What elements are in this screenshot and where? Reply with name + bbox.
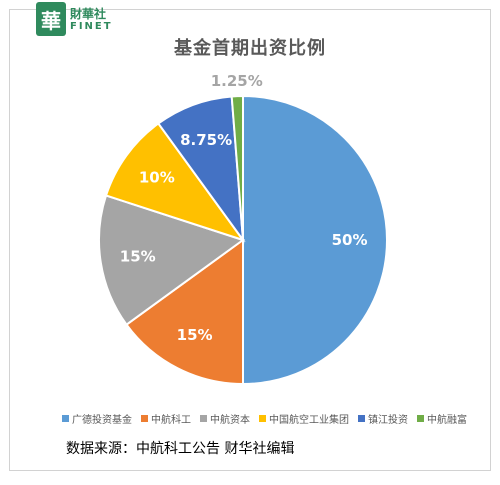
slice-label-3: 15% (120, 248, 156, 266)
legend-label-2: 中航科工 (151, 415, 191, 426)
chart-legend: 广德投资基金 中航科工 中航资本 中国航空工业集团 镇江投资 中航融富 (62, 411, 467, 426)
legend-swatch-6 (417, 415, 424, 422)
legend-label-3: 中航资本 (210, 415, 250, 426)
slice-label-5: 8.75% (180, 131, 232, 149)
slice-label-6: 1.25% (211, 72, 263, 90)
logo-name-en: FINET (70, 21, 113, 32)
legend-swatch-3 (200, 415, 207, 422)
slice-label-1: 50% (332, 231, 368, 249)
legend-swatch-4 (259, 415, 266, 422)
legend-label-5: 镇江投资 (368, 415, 408, 426)
legend-label-6: 中航融富 (427, 415, 467, 426)
logo-name-cn: 財華社 (70, 7, 107, 21)
legend-item-2: 中航科工 (141, 411, 191, 426)
pie-slice-1 (242, 94, 388, 386)
slice-label-2: 15% (177, 326, 213, 344)
legend-label-4: 中国航空工业集团 (269, 415, 349, 426)
logo-mark: 華 (36, 2, 66, 36)
legend-item-5: 镇江投资 (358, 411, 408, 426)
legend-swatch-2 (141, 415, 148, 422)
pie-slice-2 (125, 238, 244, 386)
finet-logo: 華 財華社 FINET (36, 2, 128, 38)
chart-title: 基金首期出资比例 (174, 38, 326, 59)
legend-label-1: 广德投资基金 (72, 415, 132, 426)
pie-slice-6 (230, 94, 244, 241)
legend-swatch-5 (358, 415, 365, 422)
pie-slice-4 (104, 122, 246, 242)
legend-item-4: 中国航空工业集团 (259, 411, 349, 426)
legend-item-3: 中航资本 (200, 411, 250, 426)
legend-item-1: 广德投资基金 (62, 411, 132, 426)
source-note: 数据来源：中航科工公告 财华社编辑 (66, 441, 295, 457)
legend-item-6: 中航融富 (417, 411, 467, 426)
pie-slice-3 (98, 194, 246, 327)
legend-swatch-1 (62, 415, 69, 422)
slice-label-4: 10% (139, 168, 175, 186)
